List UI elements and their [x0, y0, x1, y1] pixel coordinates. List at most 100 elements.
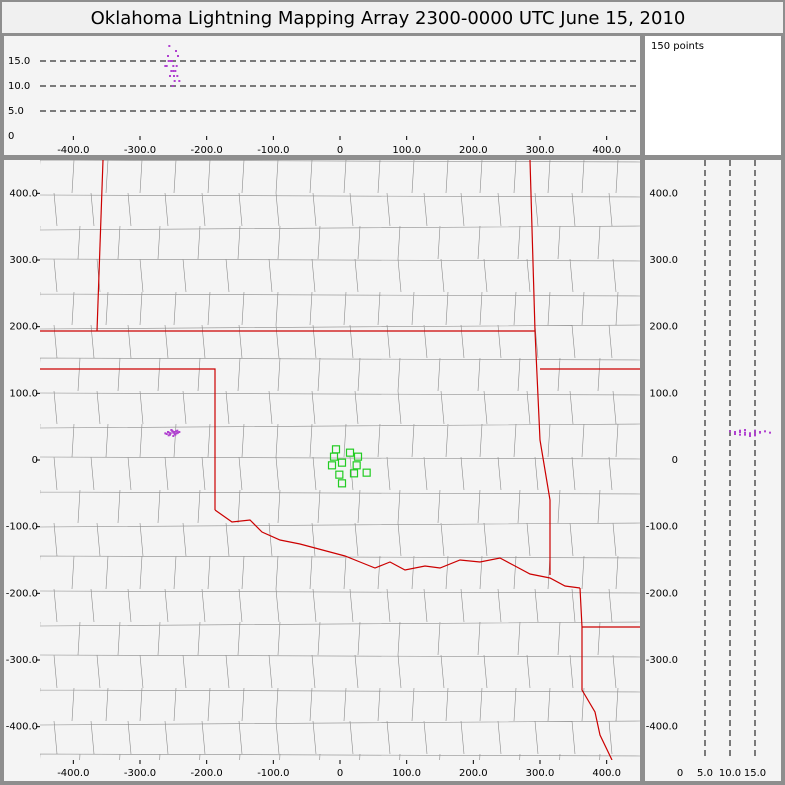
source-point	[173, 75, 175, 77]
source-point	[167, 55, 169, 57]
source-point	[164, 432, 167, 435]
source-point	[178, 80, 181, 82]
y-tick-label: 100.0	[649, 388, 678, 399]
y-tick-label: -100.0	[6, 522, 38, 533]
source-point	[759, 431, 761, 434]
source-point	[734, 431, 736, 433]
alt-tick-label: 15.0	[8, 56, 30, 67]
state-border	[534, 330, 551, 575]
source-point	[749, 435, 751, 437]
source-point	[168, 431, 171, 434]
x-tick-label: 100.0	[392, 768, 421, 779]
source-point	[173, 80, 176, 82]
source-point	[764, 430, 766, 433]
x-tick-label: 300.0	[526, 145, 555, 156]
x-tick-label: 0	[337, 768, 343, 779]
source-point	[165, 433, 168, 435]
state-border	[96, 160, 104, 332]
source-point	[175, 50, 177, 52]
source-point	[744, 433, 746, 436]
state-border	[40, 368, 216, 510]
source-point	[170, 70, 173, 72]
station	[335, 470, 344, 479]
y-tick-label: 200.0	[649, 322, 678, 333]
source-point	[170, 429, 173, 431]
y-tick-label: 0	[672, 455, 678, 466]
source-point	[739, 431, 741, 433]
source-point	[167, 434, 170, 437]
source-point	[176, 75, 179, 77]
x-tick-label: 300.0	[526, 768, 555, 779]
source-point	[173, 431, 175, 433]
alt-tick-label: 0	[677, 768, 683, 779]
source-point	[175, 430, 177, 433]
x-tick-label: 0	[337, 145, 343, 156]
source-point	[172, 70, 175, 72]
source-point	[754, 434, 756, 437]
x-tick-label: -400.0	[57, 768, 89, 779]
x-tick-label: -200.0	[191, 145, 223, 156]
y-tick-label: 0	[32, 455, 38, 466]
source-point	[175, 432, 178, 435]
source-point	[171, 430, 174, 433]
source-point	[174, 433, 177, 436]
title-bar	[2, 2, 783, 33]
x-tick-label: 100.0	[392, 145, 421, 156]
source-point	[744, 429, 746, 431]
station	[362, 468, 371, 477]
count-panel	[645, 36, 781, 155]
source-point	[739, 433, 741, 436]
basemap	[40, 160, 640, 760]
x-tick-label: 400.0	[592, 145, 621, 156]
alt-tick-label: 10.0	[719, 768, 741, 779]
source-point	[729, 430, 731, 433]
source-point	[754, 429, 756, 432]
y-tick-label: -300.0	[6, 655, 38, 666]
y-tick-label: 300.0	[649, 255, 678, 266]
source-point	[168, 45, 171, 47]
y-tick-label: -400.0	[646, 722, 678, 733]
source-point	[176, 429, 179, 432]
source-point	[175, 65, 178, 67]
stations	[327, 445, 371, 488]
source-point	[739, 429, 741, 432]
x-tick-label: -100.0	[257, 768, 289, 779]
x-tick-label: -300.0	[124, 768, 156, 779]
sources-plan	[164, 429, 181, 437]
source-point	[171, 85, 174, 87]
side-panel	[645, 160, 781, 781]
source-point	[165, 65, 168, 67]
x-tick-label: 400.0	[592, 768, 621, 779]
station	[349, 469, 359, 478]
source-point	[172, 435, 175, 437]
source-point	[734, 433, 736, 435]
state-border	[579, 587, 613, 760]
state-border	[214, 509, 581, 589]
y-tick-label: -100.0	[646, 522, 678, 533]
source-point	[744, 431, 746, 434]
source-point	[169, 432, 172, 435]
source-point	[167, 60, 170, 62]
station	[345, 448, 355, 457]
x-tick-label: -400.0	[57, 145, 89, 156]
source-point	[749, 433, 751, 435]
station	[327, 461, 337, 470]
x-tick-label: 200.0	[459, 768, 488, 779]
source-point	[169, 75, 171, 77]
y-tick-label: -200.0	[6, 588, 38, 599]
source-point	[177, 431, 179, 434]
source-point	[754, 432, 756, 435]
map-panel	[4, 160, 640, 781]
axes: -400.0 -400.0 -300.0 -300.0 -200.0 -200.0 -100…	[6, 45, 771, 779]
county-lines	[40, 160, 640, 760]
station	[337, 479, 347, 488]
station	[337, 458, 347, 467]
x-tick-label: 200.0	[459, 145, 488, 156]
alt-tick-label: 15.0	[744, 768, 766, 779]
y-tick-label: 400.0	[9, 188, 38, 199]
source-point	[171, 60, 173, 62]
point-count: 150 points	[651, 41, 704, 52]
alt-tick-label: 10.0	[8, 81, 30, 92]
y-tick-label: 300.0	[9, 255, 38, 266]
